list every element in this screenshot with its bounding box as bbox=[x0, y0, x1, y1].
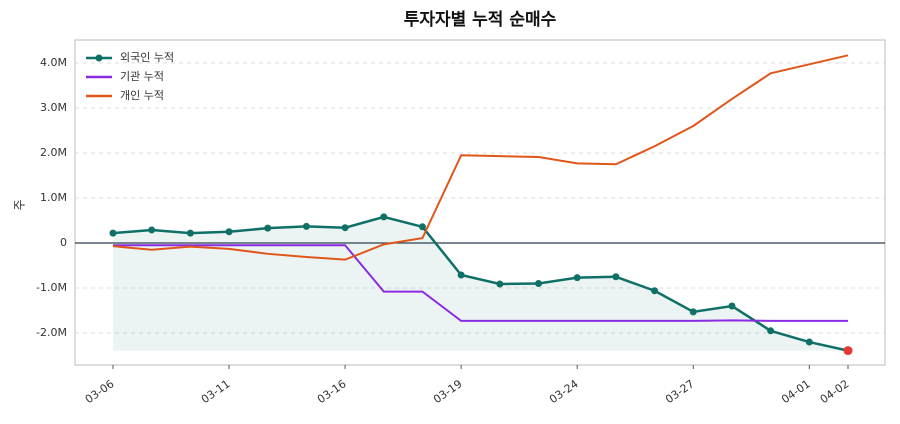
x-tick-label: 03-19 bbox=[431, 377, 465, 406]
point bbox=[651, 287, 659, 295]
x-tick-label: 03-24 bbox=[547, 377, 581, 406]
point bbox=[535, 280, 543, 288]
y-tick-label: -2.0M bbox=[36, 326, 67, 339]
point bbox=[573, 274, 581, 282]
y-axis-label: 주 bbox=[13, 199, 27, 210]
point bbox=[496, 280, 504, 288]
point bbox=[843, 346, 853, 356]
point bbox=[264, 224, 272, 232]
point bbox=[380, 213, 388, 221]
x-tick-label: 03-11 bbox=[199, 377, 233, 406]
point bbox=[186, 229, 194, 237]
point bbox=[457, 271, 465, 279]
x-tick-label: 04-02 bbox=[818, 377, 852, 406]
x-tick-label: 03-16 bbox=[315, 377, 349, 406]
legend-label: 외국인 누적 bbox=[120, 51, 174, 64]
y-tick-label: 1.0M bbox=[40, 191, 67, 204]
point bbox=[341, 224, 349, 232]
point bbox=[302, 222, 310, 230]
x-tick-label: 03-27 bbox=[663, 377, 697, 406]
point bbox=[225, 228, 233, 236]
x-tick-label: 04-01 bbox=[779, 377, 813, 406]
point bbox=[109, 229, 117, 237]
point bbox=[689, 308, 697, 316]
y-tick-label: 0 bbox=[60, 236, 67, 249]
series-line bbox=[113, 244, 848, 322]
legend-label: 기관 누적 bbox=[120, 70, 164, 83]
y-tick-label: 3.0M bbox=[40, 101, 67, 114]
point bbox=[612, 273, 620, 281]
series-line bbox=[112, 54, 849, 261]
area-fill bbox=[113, 216, 848, 351]
chart-title: 투자자별 누적 순매수 bbox=[404, 10, 557, 30]
point bbox=[418, 223, 426, 231]
y-tick-label: 2.0M bbox=[40, 146, 67, 159]
series-line bbox=[112, 215, 849, 352]
point bbox=[805, 338, 813, 346]
legend-label: 개인 누적 bbox=[120, 89, 164, 102]
plot-frame bbox=[74, 39, 886, 366]
y-tick-label: 4.0M bbox=[40, 56, 67, 69]
x-tick-label: 03-06 bbox=[83, 377, 117, 406]
point bbox=[767, 327, 775, 335]
legend-marker bbox=[95, 54, 103, 62]
y-tick-label: -1.0M bbox=[36, 281, 67, 294]
point bbox=[148, 226, 156, 234]
point bbox=[728, 302, 736, 310]
